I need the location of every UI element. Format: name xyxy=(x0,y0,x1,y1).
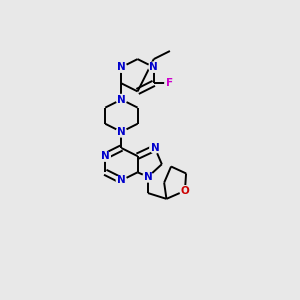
Circle shape xyxy=(116,62,127,72)
Circle shape xyxy=(150,143,160,153)
Circle shape xyxy=(143,172,153,182)
Text: O: O xyxy=(181,186,189,196)
Text: F: F xyxy=(167,78,173,88)
Circle shape xyxy=(149,62,159,72)
Circle shape xyxy=(180,186,190,196)
Text: N: N xyxy=(117,176,126,185)
Circle shape xyxy=(116,94,127,105)
Text: N: N xyxy=(117,62,126,72)
Circle shape xyxy=(165,78,175,88)
Text: N: N xyxy=(117,94,126,104)
Text: N: N xyxy=(144,172,152,182)
Text: N: N xyxy=(149,62,158,72)
Text: N: N xyxy=(117,127,126,137)
Circle shape xyxy=(116,127,127,137)
Text: N: N xyxy=(101,151,110,161)
Text: N: N xyxy=(151,143,159,153)
Circle shape xyxy=(116,175,127,185)
Circle shape xyxy=(100,151,110,161)
